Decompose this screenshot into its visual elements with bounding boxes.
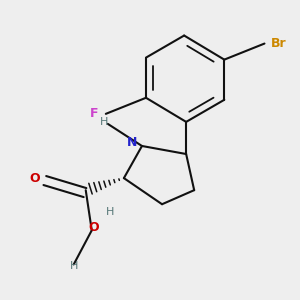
Text: O: O — [29, 172, 40, 184]
Text: O: O — [88, 220, 99, 234]
Text: N: N — [127, 136, 137, 149]
Text: Br: Br — [271, 37, 286, 50]
Text: H: H — [70, 262, 78, 272]
Text: F: F — [90, 107, 99, 120]
Text: H: H — [100, 117, 108, 127]
Text: H: H — [106, 207, 114, 217]
